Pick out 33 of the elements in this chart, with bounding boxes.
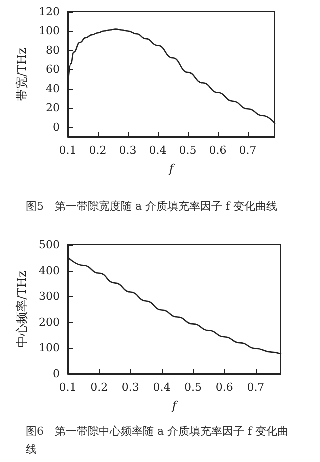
x-tick-label: 0.6 (216, 381, 234, 394)
y-axis-title: 中心频率/THz (15, 271, 30, 348)
y-tick-label: 40 (46, 82, 60, 96)
x-tick-label: 0.5 (184, 381, 202, 394)
y-tick-label: 300 (39, 290, 60, 304)
x-tick-label: 0.4 (149, 144, 167, 157)
x-tick-label: 0.2 (90, 381, 108, 394)
x-tick-label: 0.6 (209, 144, 227, 157)
caption: 图5 第一带隙宽度随 a 介质填充率因子 f 变化曲线 (26, 199, 279, 215)
y-tick-label: 100 (39, 24, 60, 38)
y-tick-label: 500 (39, 238, 60, 252)
x-tick-label: 0.4 (153, 381, 171, 394)
y-tick-label: 60 (46, 63, 60, 76)
x-tick-label: 0.5 (179, 144, 197, 157)
caption: 图6 第一带隙中心频率随 a 介质填充率因子 f 变化曲线 (26, 424, 290, 458)
x-tick-label: 0.7 (239, 144, 257, 157)
x-tick-label: 0.1 (59, 144, 77, 157)
y-tick-label: 0 (53, 368, 60, 380)
y-tick-label: 200 (39, 316, 60, 329)
x-axis-title: f (171, 399, 180, 413)
x-tick-label: 0.1 (59, 381, 77, 394)
x-tick-label: 0.7 (247, 381, 265, 394)
y-axis-title: 带宽/THz (15, 48, 30, 101)
y-tick-label: 20 (46, 102, 60, 115)
x-axis-title: f (168, 162, 176, 176)
y-tick-label: 120 (39, 6, 60, 18)
y-tick-label: 400 (39, 264, 60, 278)
y-tick-label: 100 (39, 342, 60, 355)
y-tick-label: 0 (53, 120, 60, 134)
x-tick-label: 0.3 (122, 381, 140, 394)
x-tick-label: 0.2 (89, 144, 107, 157)
x-tick-label: 0.3 (119, 144, 137, 157)
y-tick-label: 80 (46, 44, 60, 57)
